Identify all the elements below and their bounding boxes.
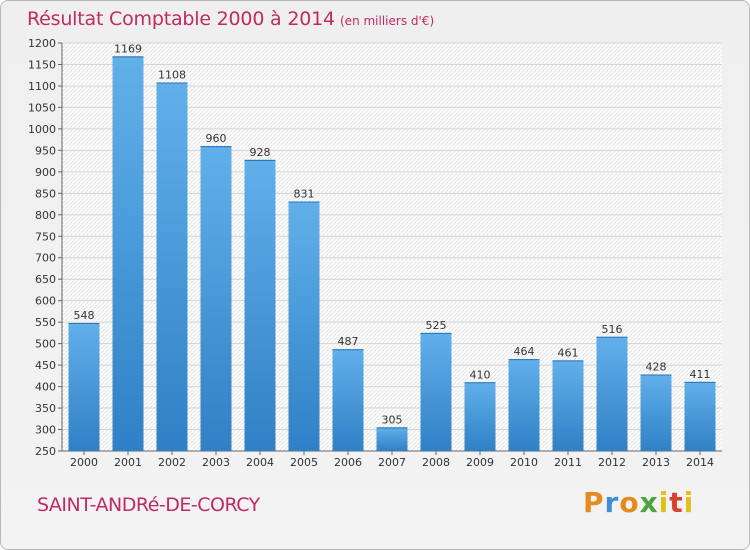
data-label-2001: 1169 [114,42,142,55]
bar-2014 [684,381,716,451]
data-label-2008: 525 [426,319,447,332]
x-tick-label-2014: 2014 [686,456,714,469]
bar-2009 [464,382,496,451]
y-tick-label: 750 [35,230,56,243]
bar-2011 [552,360,584,451]
bar-2005 [288,201,320,451]
data-label-2007: 305 [382,413,403,426]
bar-2008 [420,332,452,451]
proxiti-logo: Proxiti [583,486,695,519]
y-tick-label: 700 [35,252,56,265]
bar-2006 [332,349,364,451]
y-tick-label: 900 [35,166,56,179]
x-tick-label-2012: 2012 [598,456,626,469]
y-tick-label: 1050 [28,101,56,114]
y-tick-label: 850 [35,187,56,200]
chart-title: Résultat Comptable 2000 à 2014 [27,8,335,30]
y-tick-label: 500 [35,338,56,351]
y-tick-label: 250 [35,445,56,458]
y-tick-label: 1200 [28,37,56,50]
chart-unit: (en milliers d'€) [340,14,435,28]
commune-name: SAINT-ANDRé-DE-CORCY [37,494,260,516]
data-label-2009: 410 [470,368,491,381]
data-label-2013: 428 [646,361,667,374]
bar-2000 [68,323,100,451]
data-label-2014: 411 [690,368,711,381]
x-tick-label-2004: 2004 [246,456,274,469]
bar-2001 [112,56,144,451]
bar-2003 [200,146,232,452]
x-tick-label-2008: 2008 [422,456,450,469]
x-tick-label-2007: 2007 [378,456,406,469]
x-tick-label-2006: 2006 [334,456,362,469]
data-label-2012: 516 [602,323,623,336]
y-tick-label: 1150 [28,58,56,71]
bar-2013 [640,374,672,451]
bar-2007 [376,427,408,451]
y-tick-label: 400 [35,381,56,394]
data-label-2002: 1108 [158,69,186,82]
data-label-2003: 960 [206,132,227,145]
bar-2012 [596,336,628,451]
y-tick-label: 300 [35,424,56,437]
y-tick-label: 350 [35,402,56,415]
y-tick-label: 450 [35,359,56,372]
x-tick-label-2011: 2011 [554,456,582,469]
data-label-2011: 461 [558,346,579,359]
y-tick-label: 1000 [28,123,56,136]
data-label-2004: 928 [250,146,271,159]
x-tick-label-2005: 2005 [290,456,318,469]
x-tick-label-2013: 2013 [642,456,670,469]
data-label-2010: 464 [514,345,535,358]
y-tick-label: 1100 [28,80,56,93]
x-tick-label-2002: 2002 [158,456,186,469]
x-tick-label-2010: 2010 [510,456,538,469]
y-tick-label: 800 [35,209,56,222]
x-tick-label-2003: 2003 [202,456,230,469]
y-tick-label: 950 [35,144,56,157]
x-tick-label-2000: 2000 [70,456,98,469]
x-tick-label-2009: 2009 [466,456,494,469]
bar-2010 [508,359,540,451]
bar-2002 [156,82,188,451]
y-tick-label: 600 [35,295,56,308]
data-label-2000: 548 [74,309,95,322]
y-tick-label: 650 [35,273,56,286]
x-tick-label-2001: 2001 [114,456,142,469]
data-label-2005: 831 [294,187,315,200]
y-tick-label: 550 [35,316,56,329]
data-label-2006: 487 [338,335,359,348]
bar-2004 [244,159,276,452]
